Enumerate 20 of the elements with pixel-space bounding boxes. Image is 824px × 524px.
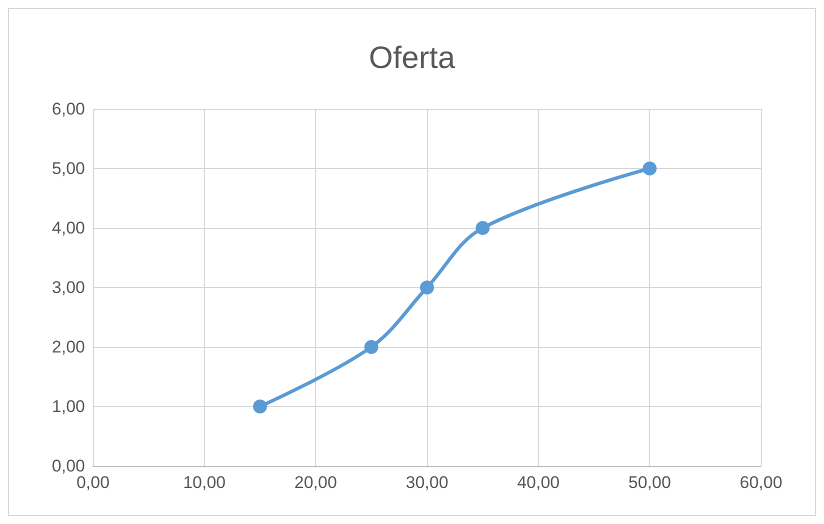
y-tick-label: 4,00 <box>52 218 85 238</box>
y-tick-label: 6,00 <box>52 100 85 118</box>
x-tick-label: 40,00 <box>517 473 560 492</box>
x-tick-label: 50,00 <box>628 473 671 492</box>
y-tick-label: 2,00 <box>52 338 85 356</box>
y-tick-label: 1,00 <box>52 397 85 416</box>
point <box>364 340 378 354</box>
x-tick-label: 0,00 <box>76 473 110 492</box>
x-tick-label: 30,00 <box>406 473 448 492</box>
y-tick-label: 0,00 <box>52 456 85 476</box>
y-tick-label: 5,00 <box>52 159 85 178</box>
point <box>642 162 657 176</box>
x-tick-label: 60,00 <box>740 473 782 492</box>
point <box>253 400 267 414</box>
point <box>420 280 434 294</box>
y-tick-label: 3,00 <box>52 278 85 297</box>
x-tick-label: 10,00 <box>183 473 226 492</box>
chart-title: Oferta <box>368 40 456 75</box>
point <box>476 221 490 235</box>
x-tick-label: 20,00 <box>294 473 337 492</box>
